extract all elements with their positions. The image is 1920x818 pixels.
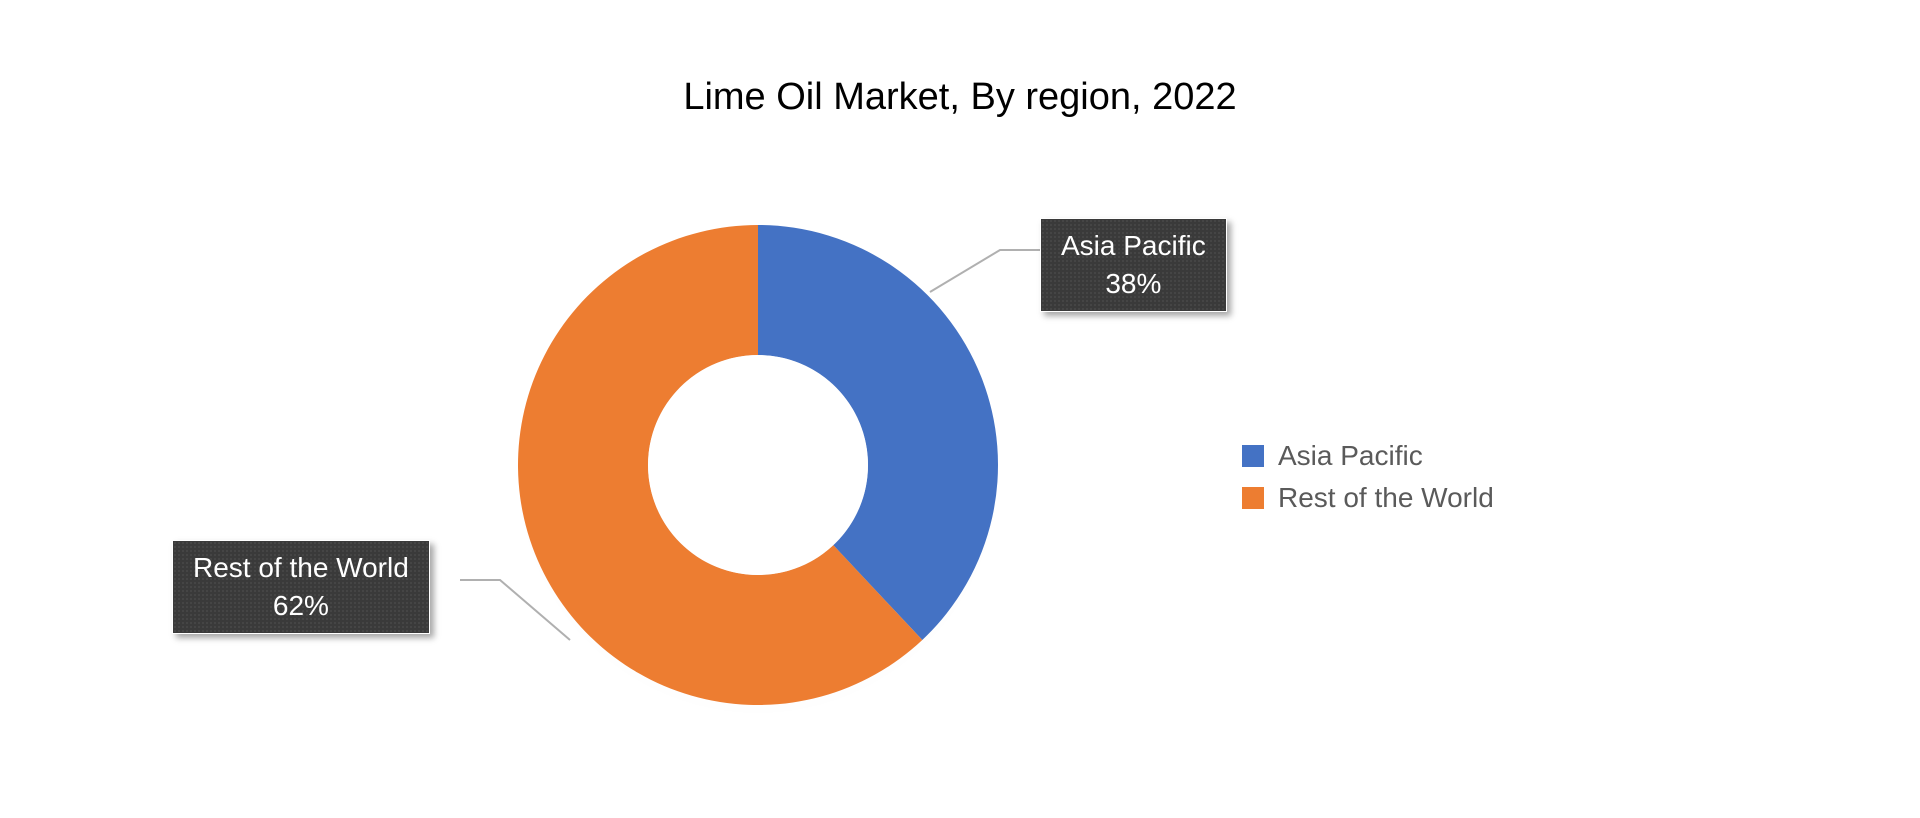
callout-label: Rest of the World [193, 549, 409, 587]
callout-label: Asia Pacific [1061, 227, 1206, 265]
leader-line [460, 580, 570, 640]
callout-rest-of-world: Rest of the World 62% [172, 540, 430, 634]
legend-item-asia-pacific: Asia Pacific [1242, 440, 1494, 472]
legend-label: Rest of the World [1278, 482, 1494, 514]
callout-percent: 38% [1061, 265, 1206, 303]
leader-lines [0, 0, 1920, 818]
callout-asia-pacific: Asia Pacific 38% [1040, 218, 1227, 312]
legend: Asia Pacific Rest of the World [1242, 440, 1494, 524]
legend-item-rest-of-world: Rest of the World [1242, 482, 1494, 514]
leader-line [930, 250, 1040, 292]
callout-percent: 62% [193, 587, 409, 625]
legend-label: Asia Pacific [1278, 440, 1423, 472]
legend-swatch [1242, 487, 1264, 509]
legend-swatch [1242, 445, 1264, 467]
